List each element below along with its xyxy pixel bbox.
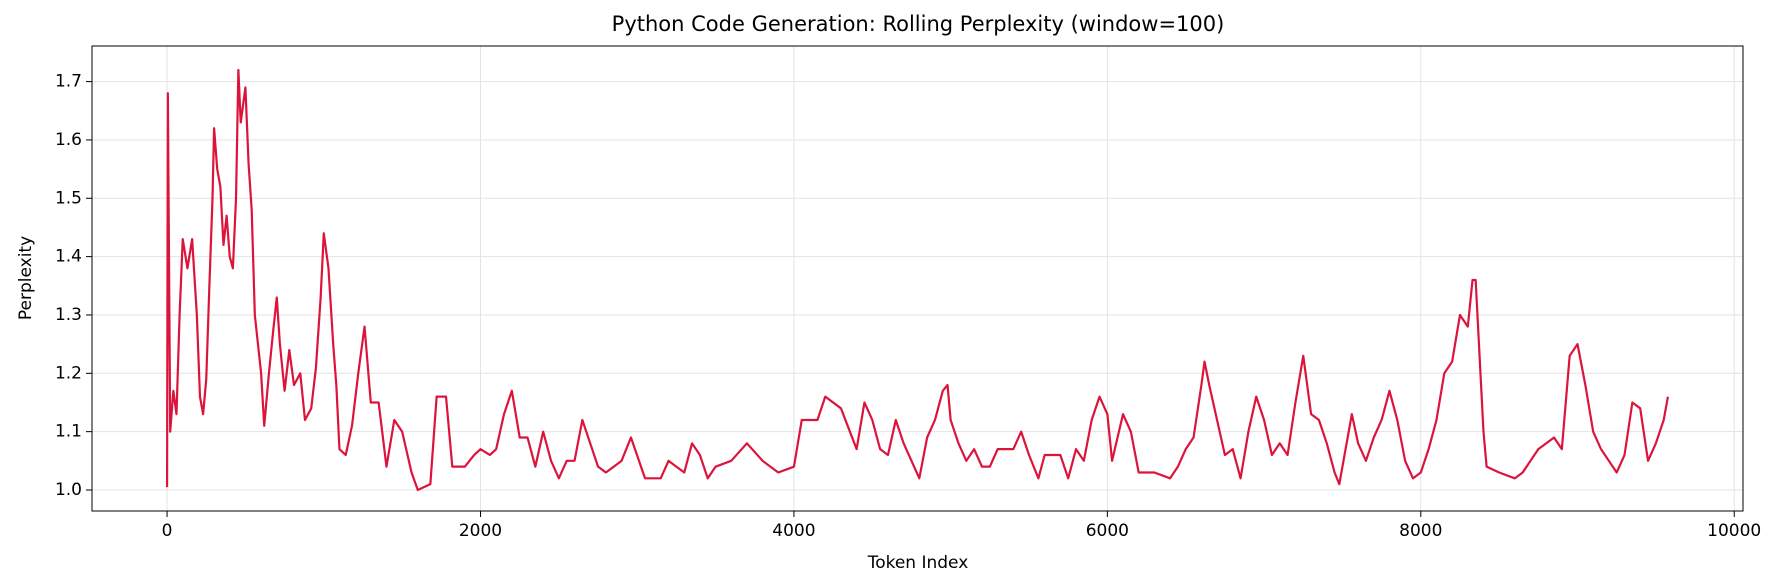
chart-title: Python Code Generation: Rolling Perplexi… [612, 12, 1225, 36]
x-tick-label: 2000 [459, 521, 502, 541]
x-axis-label: Token Index [867, 553, 969, 573]
y-tick-label: 1.1 [55, 422, 82, 442]
x-tick-label: 10000 [1707, 521, 1761, 541]
x-tick-label: 6000 [1086, 521, 1129, 541]
plot-frame [91, 45, 1744, 512]
x-tick-label: 0 [162, 521, 173, 541]
x-tick-label: 8000 [1399, 521, 1442, 541]
y-tick-label: 1.6 [55, 130, 82, 150]
y-tick-label: 1.4 [55, 247, 82, 267]
y-axis-label: Perplexity [16, 236, 36, 320]
y-tick-label: 1.5 [55, 188, 82, 208]
line-series [165, 68, 1670, 492]
y-tick-label: 1.3 [55, 305, 82, 325]
x-tick-label: 4000 [772, 521, 815, 541]
y-tick-label: 1.0 [55, 480, 82, 500]
y-tick-label: 1.2 [55, 363, 82, 383]
y-tick-label: 1.7 [55, 72, 82, 92]
